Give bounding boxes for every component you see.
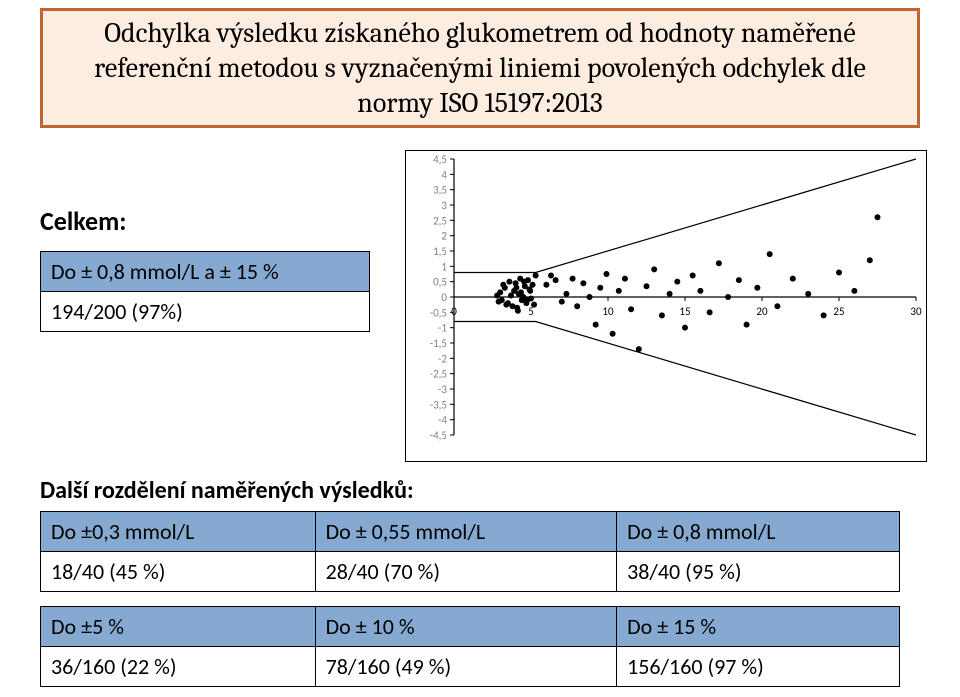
svg-text:-4,5: -4,5 [430,429,447,442]
svg-text:4,5: 4,5 [433,153,447,166]
breakdown-block: Další rozdělení naměřených výsledků: Do … [40,476,900,687]
cell: 38/40 (95 %) [617,552,900,592]
svg-text:2,5: 2,5 [433,214,447,227]
cell: 18/40 (45 %) [41,552,316,592]
svg-text:1,5: 1,5 [433,245,447,258]
svg-text:10: 10 [602,305,614,318]
svg-text:-0,5: -0,5 [430,306,447,319]
col-head: Do ±5 % [41,607,316,647]
col-head: Do ± 10 % [315,607,617,647]
overall-value: 194/200 (97%) [41,292,370,332]
cell: 28/40 (70 %) [315,552,617,592]
svg-text:-1,5: -1,5 [430,337,447,350]
svg-text:15: 15 [679,305,690,318]
svg-text:30: 30 [910,305,922,318]
breakdown-heading: Další rozdělení naměřených výsledků: [40,476,900,505]
overall-heading: Celkem: [40,205,370,237]
svg-text:0: 0 [451,305,457,318]
svg-text:3,5: 3,5 [433,184,447,197]
svg-text:4: 4 [441,168,447,181]
svg-text:2: 2 [441,230,447,243]
col-head: Do ± 0,55 mmol/L [315,512,617,552]
cell: 156/160 (97 %) [617,647,900,687]
svg-text:3: 3 [441,199,447,212]
svg-text:-3: -3 [438,383,447,396]
svg-text:-4: -4 [438,414,447,427]
cell: 36/160 (22 %) [41,647,316,687]
svg-text:20: 20 [756,305,768,318]
svg-text:-2: -2 [438,352,447,365]
svg-text:25: 25 [833,305,844,318]
col-head: Do ±0,3 mmol/L [41,512,316,552]
overall-label: Do ± 0,8 mmol/L a ± 15 % [41,252,370,292]
overall-table: Do ± 0,8 mmol/L a ± 15 % 194/200 (97%) [40,251,370,332]
overall-block: Celkem: Do ± 0,8 mmol/L a ± 15 % 194/200… [40,205,370,332]
deviation-scatter-chart: -4,5 -4 -3,5 -3 -2,5 -2 -1,5 -1 -0,5 0 0,5 1 1,5 2 2,5… [405,150,927,462]
cell: 78/160 (49 %) [315,647,617,687]
svg-text:0: 0 [441,291,447,304]
col-head: Do ± 0,8 mmol/L [617,512,900,552]
svg-text:0,5: 0,5 [433,276,447,289]
col-head: Do ± 15 % [617,607,900,647]
breakdown-table: Do ±0,3 mmol/L Do ± 0,55 mmol/L Do ± 0,8… [40,511,900,687]
svg-text:-1: -1 [438,322,447,335]
svg-text:-3,5: -3,5 [430,398,447,411]
svg-text:-2,5: -2,5 [430,368,447,381]
svg-text:1: 1 [441,260,447,273]
title-box: Odchylka výsledku získaného glukometrem … [40,8,920,128]
page-title: Odchylka výsledku získaného glukometrem … [93,16,867,121]
